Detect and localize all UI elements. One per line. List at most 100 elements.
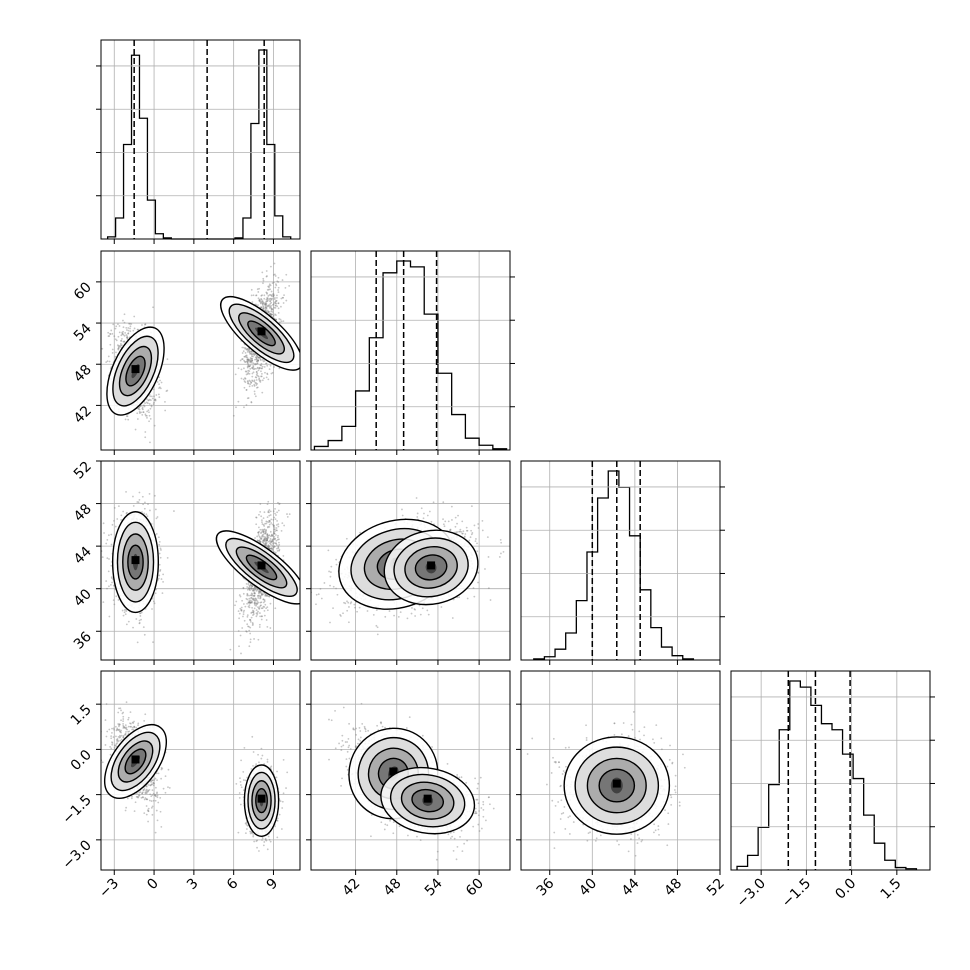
histogram-panel-1: [310, 250, 515, 455]
sample-point: [241, 627, 244, 629]
panel-frame: [520, 460, 721, 661]
sample-point: [266, 533, 269, 536]
sample-point: [270, 372, 273, 375]
sample-point: [122, 330, 125, 333]
sample-point: [250, 351, 253, 354]
sample-point: [251, 359, 254, 362]
sample-point: [454, 516, 457, 519]
sample-point: [267, 544, 270, 547]
sample-point: [257, 531, 260, 534]
sample-point: [242, 592, 245, 595]
sample-point: [270, 313, 273, 316]
sample-point: [253, 592, 256, 595]
panel-frame: [100, 250, 301, 451]
sample-point: [142, 411, 145, 414]
sample-point: [130, 323, 133, 325]
sample-point: [257, 595, 259, 597]
sample-point: [255, 382, 258, 385]
sample-point: [259, 601, 262, 604]
sample-point: [261, 367, 263, 370]
sample-point: [156, 381, 159, 383]
sample-point: [148, 420, 150, 423]
sample-point: [137, 501, 140, 504]
sample-point: [141, 406, 144, 409]
sample-point: [144, 436, 147, 439]
sample-point: [269, 548, 271, 550]
sample-point: [138, 619, 141, 622]
sample-point: [253, 607, 256, 610]
sample-point: [257, 606, 259, 609]
sample-point: [246, 359, 249, 361]
sample-point: [246, 360, 249, 363]
sample-point: [263, 538, 266, 540]
sample-point: [125, 415, 128, 417]
sample-point: [262, 593, 264, 596]
sample-point: [266, 533, 269, 536]
histogram-step-1: [313, 260, 508, 450]
sample-point: [259, 503, 262, 505]
sample-point: [270, 310, 273, 313]
sample-point: [138, 410, 141, 413]
sample-point: [249, 353, 252, 355]
sample-point: [258, 626, 261, 628]
sample-point: [244, 377, 246, 379]
sample-point: [260, 537, 263, 540]
sample-point: [258, 298, 261, 301]
sample-point: [143, 507, 146, 510]
sample-point: [259, 299, 261, 302]
sample-point: [120, 340, 122, 342]
histogram-step-2: [533, 470, 695, 660]
sample-point: [263, 303, 266, 306]
sample-point: [265, 619, 268, 621]
sample-point: [258, 535, 261, 538]
sample-point: [273, 298, 276, 301]
sample-point: [274, 304, 277, 307]
sample-point: [271, 304, 274, 306]
sample-point: [264, 536, 267, 539]
sample-point: [265, 537, 267, 540]
sample-point: [117, 323, 119, 326]
sample-point: [238, 617, 241, 620]
sample-point: [253, 592, 256, 595]
sample-point: [238, 612, 241, 615]
sample-point: [273, 532, 276, 535]
sample-point: [144, 323, 147, 326]
sample-point: [246, 594, 249, 597]
sample-point: [248, 365, 251, 368]
sample-point: [277, 501, 279, 504]
sample-point: [265, 291, 268, 294]
sample-point: [152, 403, 155, 406]
sample-point: [243, 359, 245, 362]
sample-point: [245, 356, 248, 359]
sample-point: [265, 307, 268, 309]
sample-point: [262, 530, 265, 533]
sample-point: [250, 360, 253, 363]
sample-point: [108, 615, 111, 618]
sample-point: [158, 552, 161, 555]
sample-point: [261, 592, 263, 595]
sample-point: [121, 344, 123, 347]
sample-point: [276, 529, 278, 532]
sample-point: [269, 302, 272, 305]
sample-point: [275, 544, 278, 546]
sample-point: [246, 347, 249, 350]
sample-point: [276, 520, 278, 522]
sample-point: [259, 612, 261, 614]
sample-point: [249, 358, 252, 361]
sample-point: [255, 523, 258, 526]
y-tick-label: 48: [71, 362, 95, 386]
y-tick-label: 40: [71, 586, 95, 610]
sample-point: [274, 273, 276, 276]
sample-point: [248, 601, 251, 604]
sample-point: [264, 603, 267, 606]
sample-point: [254, 356, 257, 359]
sample-point: [275, 299, 278, 302]
sample-point: [261, 300, 264, 302]
sample-point: [274, 512, 276, 515]
sample-point: [258, 367, 261, 370]
sample-point: [279, 321, 281, 324]
sample-point: [258, 357, 260, 359]
sample-point: [109, 333, 112, 336]
sample-point: [277, 547, 280, 550]
